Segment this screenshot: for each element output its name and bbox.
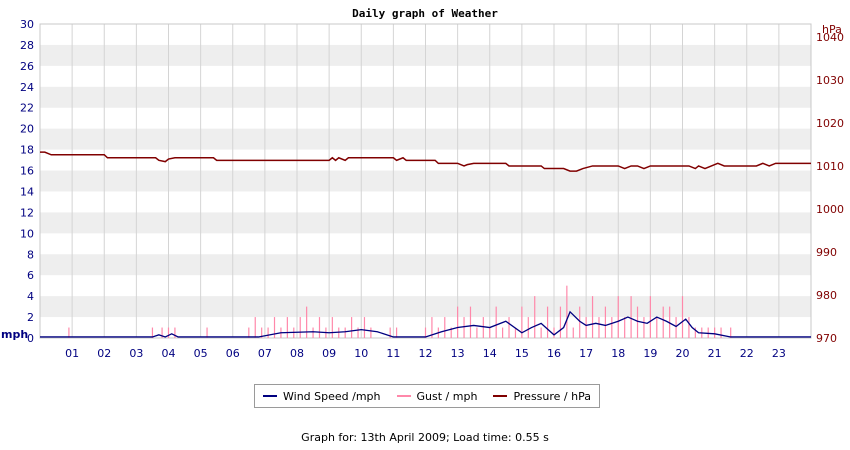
right-tick-label: 970 [816,332,837,345]
x-tick-label: 15 [515,347,529,360]
series-layer [40,151,811,338]
x-tick-label: 06 [226,347,240,360]
x-tick-label: 19 [643,347,657,360]
left-tick-label: 8 [27,248,34,261]
x-tick-label: 04 [162,347,176,360]
x-tick-label: 02 [97,347,111,360]
right-tick-label: 980 [816,289,837,302]
footer-status: Graph for: 13th April 2009; Load time: 0… [301,431,549,444]
x-tick-label: 21 [708,347,722,360]
x-tick-label: 05 [194,347,208,360]
vertical-gridlines [71,24,780,338]
left-tick-label: 24 [20,81,34,94]
legend-swatch-gust [396,395,411,397]
right-tick-label: 1020 [816,117,844,130]
left-tick-label: 0 [27,332,34,345]
x-tick-label: 10 [354,347,368,360]
x-tick-label: 12 [419,347,433,360]
chart-legend: Wind Speed /mph Gust / mph Pressure / hP… [254,384,600,408]
legend-swatch-wind-speed [263,395,277,397]
x-tick-label: 11 [386,347,400,360]
wind-speed-line [40,310,811,338]
left-tick-label: 22 [20,102,34,115]
left-tick-label: 10 [20,227,34,240]
legend-item-pressure: Pressure / hPa [493,390,591,403]
x-tick-label: 01 [65,347,79,360]
x-tick-label: 23 [772,347,786,360]
left-axis-unit: mph [1,328,28,341]
x-tick-label: 09 [322,347,336,360]
legend-item-gust: Gust / mph [396,389,478,403]
x-tick-label: 03 [129,347,143,360]
x-tick-label: 17 [579,347,593,360]
left-tick-label: 4 [27,290,34,303]
left-tick-label: 26 [20,60,34,73]
right-axis-unit: hPa [822,23,842,36]
left-tick-label: 28 [20,39,34,52]
left-tick-label: 2 [27,311,34,324]
left-tick-label: 20 [20,123,34,136]
axes-layer: 01 02 03 04 05 06 07 08 09 10 11 12 13 14 15 16 17 18 19 20… [20,18,844,360]
right-tick-label: 1030 [816,74,844,87]
legend-label-pressure: Pressure / hPa [513,389,591,403]
left-tick-label: 6 [27,269,34,282]
legend-label-gust: Gust / mph [416,389,478,403]
left-tick-label: 18 [20,144,34,157]
left-tick-label: 14 [20,185,34,198]
chart-title: Daily graph of Weather [352,7,498,20]
right-tick-label: 1040 [816,31,844,44]
legend-swatch-pressure [493,395,508,397]
x-tick-label: 07 [258,347,272,360]
legend-item-wind-speed: Wind Speed /mph [263,390,381,403]
x-tick-label: 16 [547,347,561,360]
pressure-line [40,151,811,172]
left-tick-label: 16 [20,165,34,178]
x-tick-label: 18 [611,347,625,360]
right-tick-label: 1000 [816,203,844,216]
x-tick-label: 08 [290,347,304,360]
legend-label-wind-speed: Wind Speed /mph [283,389,381,403]
left-tick-label: 30 [20,18,34,31]
x-tick-label: 14 [483,347,497,360]
right-tick-label: 1010 [816,160,844,173]
x-tick-label: 13 [451,347,465,360]
left-tick-label: 12 [20,206,34,219]
x-tick-label: 20 [676,347,690,360]
x-tick-label: 22 [740,347,754,360]
right-tick-label: 990 [816,246,837,259]
